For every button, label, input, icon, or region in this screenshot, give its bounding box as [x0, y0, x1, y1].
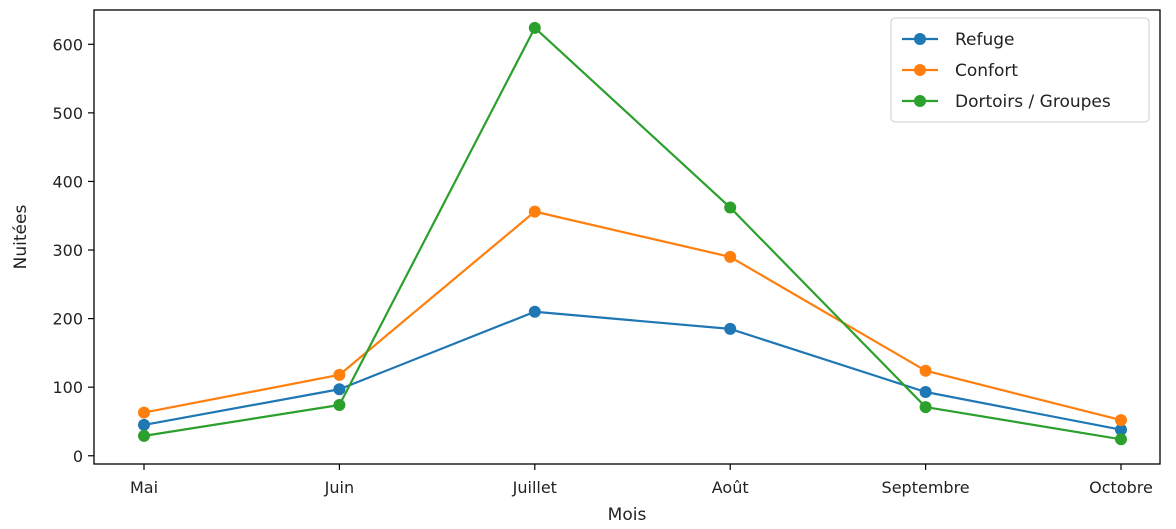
legend-label: Confort [955, 61, 1018, 81]
x-tick-label: Octobre [1089, 478, 1153, 497]
plot-frame [93, 9, 1161, 465]
y-axis: 0 100 200 300 400 500 600 [52, 35, 94, 466]
data-point [919, 401, 932, 414]
data-point [919, 385, 932, 398]
y-tick-label: 500 [52, 104, 83, 123]
y-tick-label: 600 [52, 35, 83, 54]
data-point [333, 399, 346, 412]
data-point [333, 368, 346, 381]
x-tick-label: Mai [130, 478, 158, 497]
y-axis-label: Nuitées [11, 205, 31, 270]
data-point [528, 305, 541, 318]
data-point [724, 201, 737, 214]
data-point [919, 364, 932, 377]
data-point [333, 383, 346, 396]
x-axis-label: Mois [608, 505, 647, 525]
y-tick-label: 300 [52, 241, 83, 260]
y-tick-label: 100 [52, 378, 83, 397]
y-tick-label: 400 [52, 172, 83, 191]
legend-marker [914, 64, 926, 76]
data-point [138, 429, 150, 442]
data-point [1115, 433, 1127, 446]
y-tick-label: 0 [73, 447, 83, 466]
legend-marker [914, 33, 926, 45]
data-point [528, 205, 541, 218]
series-line [143, 26, 1122, 441]
series-line [143, 210, 1122, 422]
legend-label: Dortoirs / Groupes [955, 92, 1111, 112]
legend: Refuge Confort Dortoirs / Groupes [890, 17, 1150, 123]
data-point [138, 418, 150, 431]
legend-frame [890, 17, 1150, 123]
data-point [138, 406, 150, 419]
series-line [143, 310, 1122, 431]
x-tick-label: Août [712, 478, 749, 497]
legend-marker [914, 95, 926, 107]
x-tick-label: Septembre [882, 478, 970, 497]
x-tick-label: Juillet [512, 478, 557, 497]
y-tick-label: 200 [52, 310, 83, 329]
data-point [724, 322, 737, 335]
data-point [528, 21, 541, 34]
x-tick-label: Juin [324, 478, 354, 497]
data-point [1115, 423, 1127, 436]
series-layer [138, 21, 1127, 446]
data-point [724, 250, 737, 263]
x-axis: Mai Juin Juillet Août Septembre Octobre [130, 464, 1153, 497]
data-point [1115, 414, 1127, 427]
legend-label: Refuge [955, 30, 1015, 50]
